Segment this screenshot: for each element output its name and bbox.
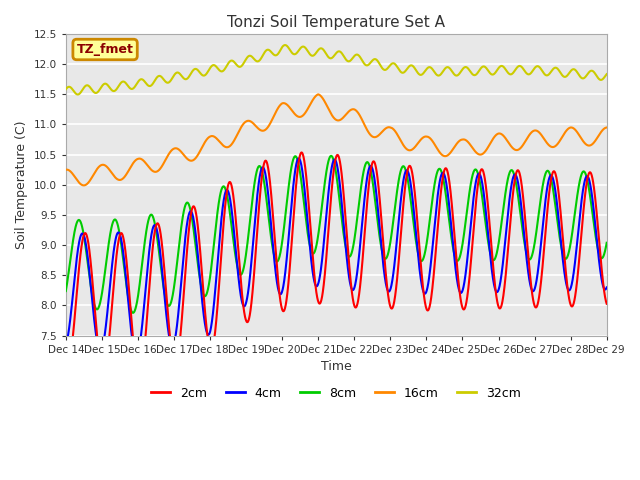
Legend: 2cm, 4cm, 8cm, 16cm, 32cm: 2cm, 4cm, 8cm, 16cm, 32cm <box>147 382 526 405</box>
Text: TZ_fmet: TZ_fmet <box>77 43 134 56</box>
Title: Tonzi Soil Temperature Set A: Tonzi Soil Temperature Set A <box>227 15 445 30</box>
Y-axis label: Soil Temperature (C): Soil Temperature (C) <box>15 120 28 249</box>
X-axis label: Time: Time <box>321 360 351 373</box>
